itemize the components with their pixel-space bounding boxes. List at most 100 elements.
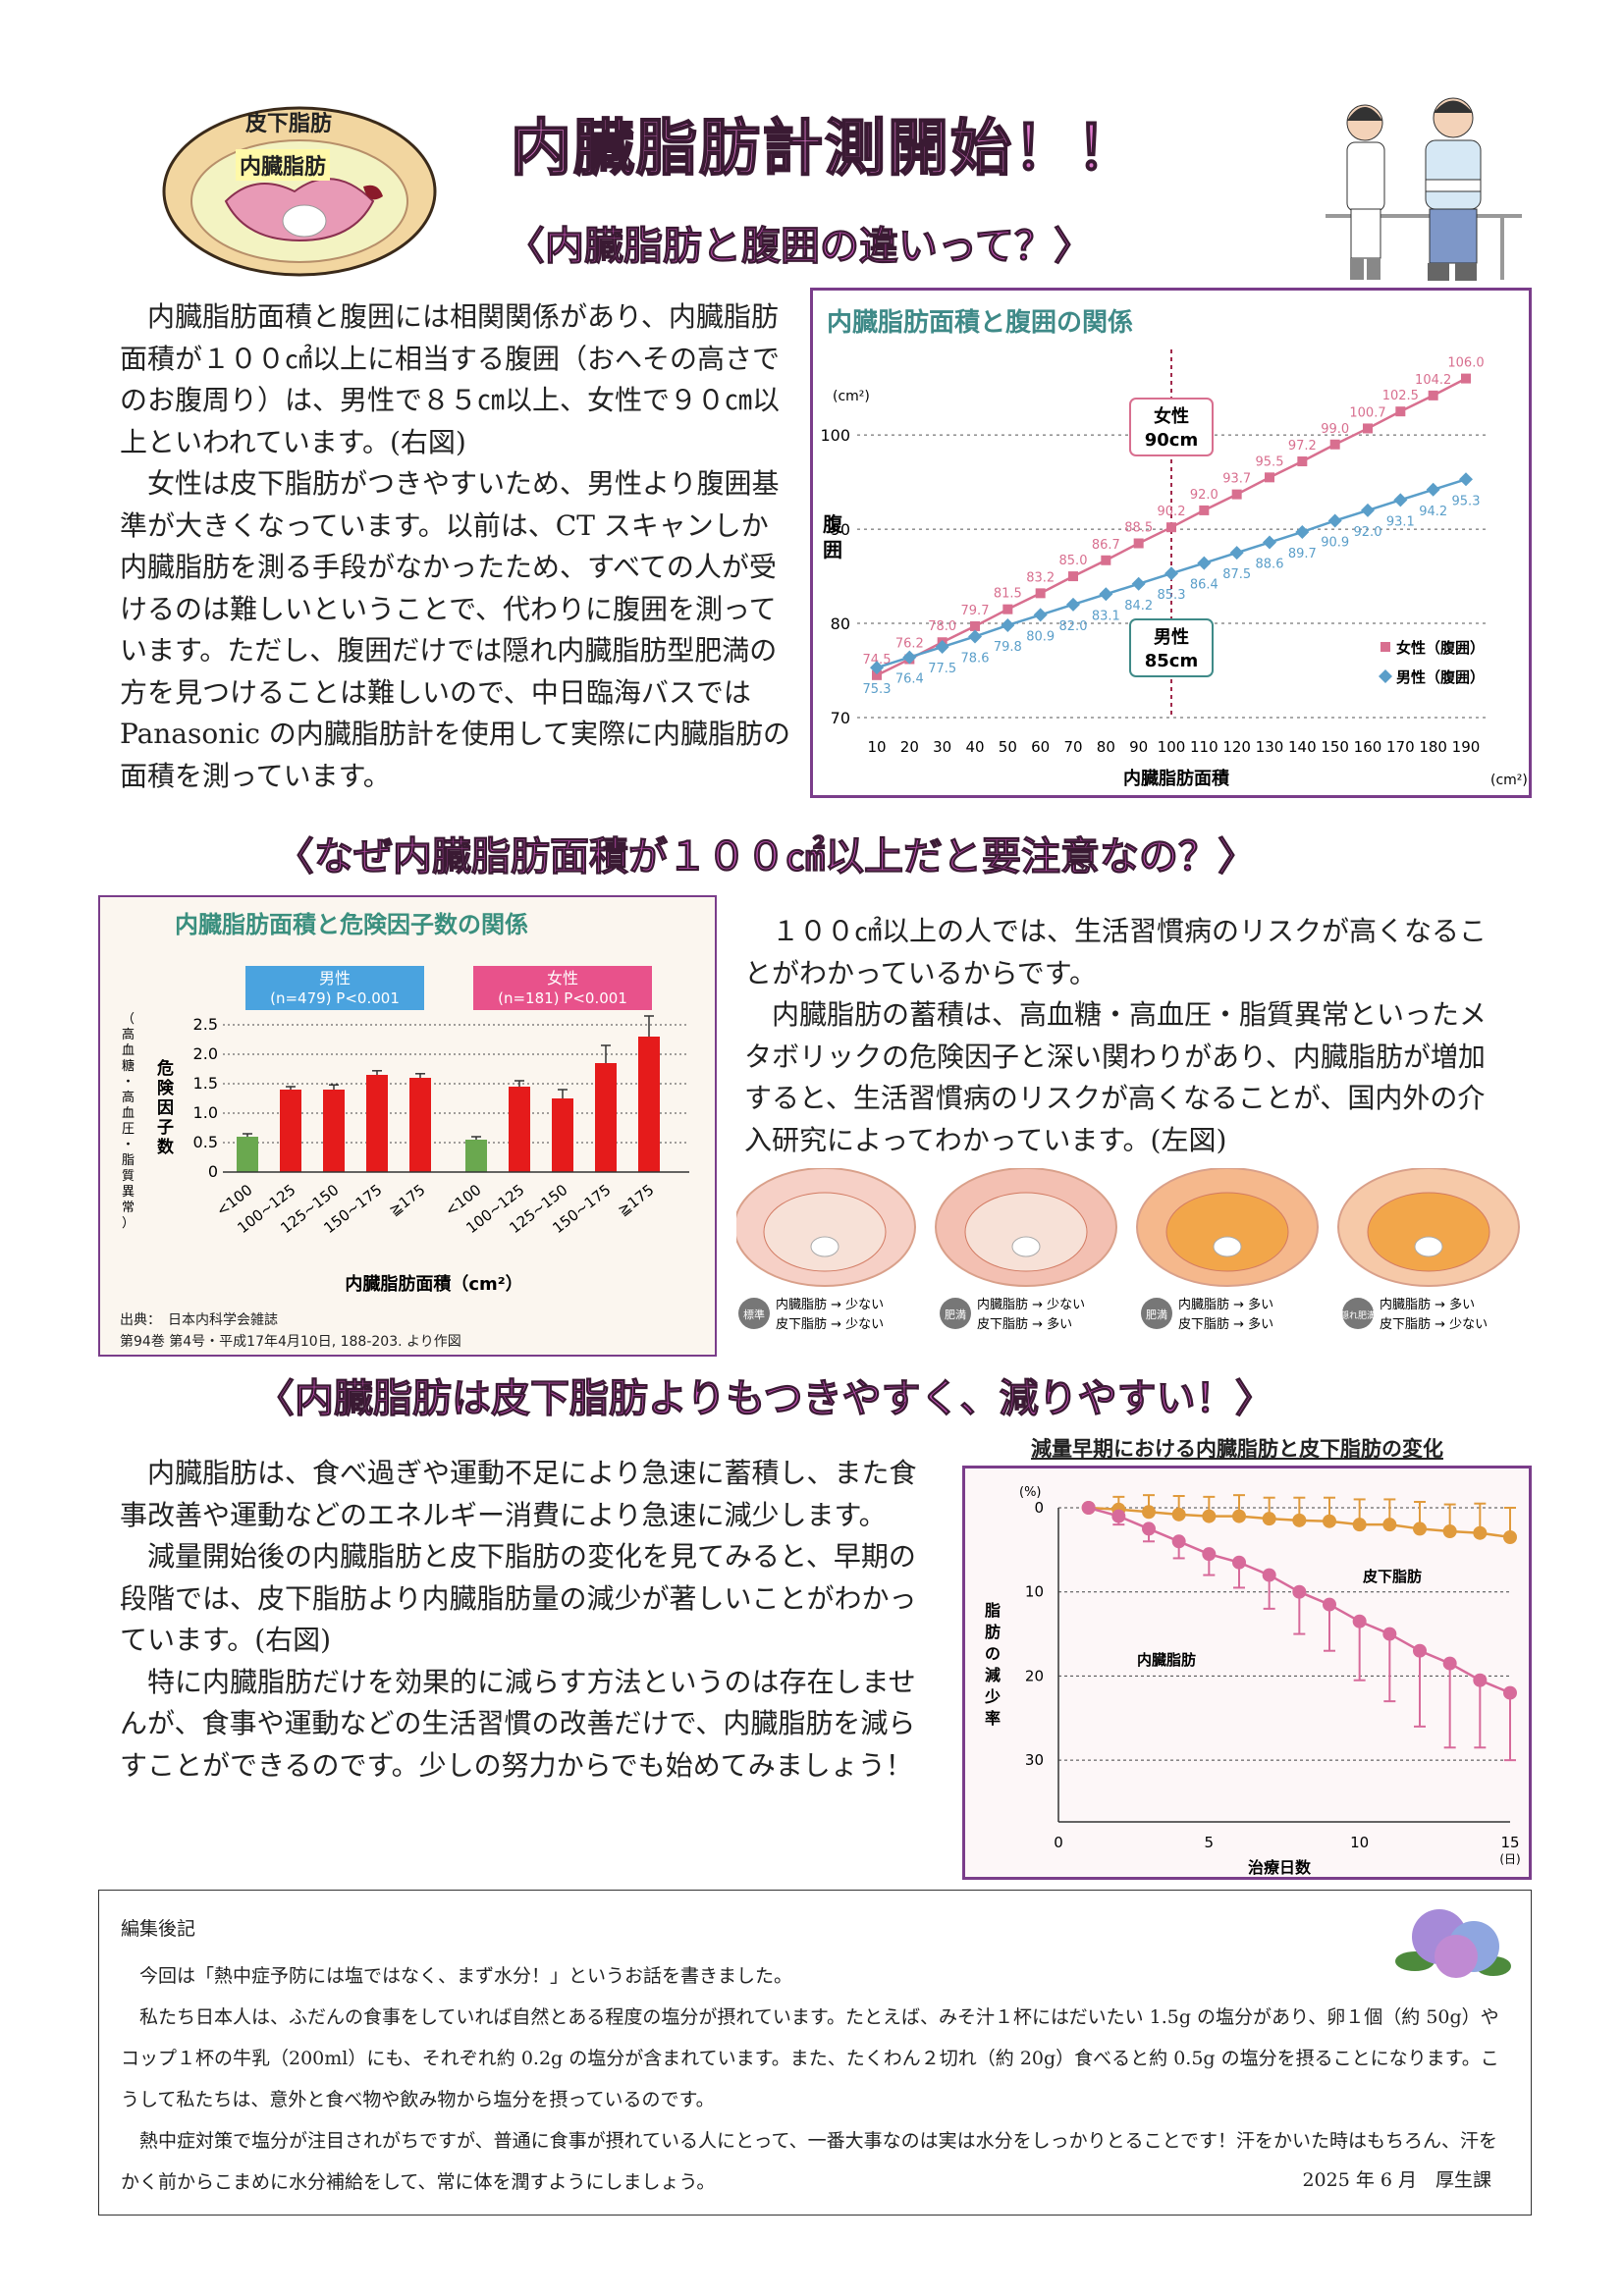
chart2-y-tick-label: 1.0 [193, 1103, 218, 1122]
page-title: 内臓脂肪計測開始！！ [510, 111, 1140, 185]
chart2-y-axis-sub: 糖 [122, 1058, 135, 1074]
section1-paragraph: 女性は皮下脂肪がつきやすいため、男性より腹囲基準が大きくなっています。以前は、C… [120, 467, 790, 792]
cross-section-spine [1011, 1236, 1041, 1257]
chart1-point [970, 620, 980, 631]
chart1-point [902, 650, 917, 665]
chart1-x-tick-label: 150 [1321, 738, 1349, 756]
chart1-x-tick-label: 90 [1129, 738, 1148, 756]
chart1-data-label: 78.0 [928, 619, 956, 634]
chart1-data-label: 95.5 [1256, 454, 1284, 469]
chart3-point [1503, 1530, 1517, 1544]
chart2-y-axis-label: 険 [157, 1078, 175, 1098]
chart1-x-tick-label: 10 [867, 738, 886, 756]
chart1-data-label: 92.0 [1190, 488, 1218, 503]
chart3-y-axis-label: の [985, 1644, 1001, 1663]
chart1-point [1231, 489, 1242, 500]
chart1-data-label: 83.2 [1026, 570, 1055, 585]
chart1-x-tick-label: 140 [1288, 738, 1317, 756]
chart3-y-axis-label: 率 [985, 1709, 1001, 1728]
chart3-point [1382, 1518, 1397, 1532]
postscript-signature: 2025 年 6 月 厚生課 [1302, 2169, 1491, 2191]
chart3-point [1413, 1522, 1427, 1536]
chart1-point [1035, 588, 1046, 599]
chart1-y-axis-label: 腹 [823, 512, 843, 536]
chart1-title: 内臓脂肪面積と腹囲の関係 [827, 308, 1134, 338]
chart2-x-axis-label: 内臓脂肪面積（cm²） [345, 1273, 522, 1295]
chart1-callout-male: 85cm [1145, 651, 1198, 671]
chart1-data-label: 100.7 [1349, 405, 1385, 420]
chart1-point [870, 661, 884, 675]
chart3-point [1292, 1584, 1307, 1599]
chart3-series-label: 内臓脂肪 [1137, 1651, 1196, 1669]
chart1-data-label: 90.2 [1158, 505, 1186, 519]
chart1-point [1295, 524, 1310, 539]
chart2-bar [323, 1090, 345, 1172]
chart1-y-tick-label: 80 [831, 614, 850, 633]
chart3-point [1473, 1525, 1488, 1540]
chart1-x-tick-label: 60 [1031, 738, 1050, 756]
chart2-y-tick-label: 0.5 [193, 1133, 218, 1151]
chart2-female-n: (n=181) P<0.001 [498, 989, 627, 1007]
chart1-x-tick-label: 160 [1354, 738, 1382, 756]
chart1-x-tick-label: 130 [1256, 738, 1284, 756]
chart3-point [1142, 1505, 1156, 1520]
chart1-data-label: 75.3 [863, 682, 892, 697]
chart3-point [1232, 1555, 1246, 1570]
cross-section-badge [940, 1298, 971, 1329]
chart3-point [1352, 1518, 1367, 1532]
chart3-point [1442, 1656, 1457, 1671]
chart2-y-tick-label: 1.5 [193, 1074, 218, 1093]
chart1-data-label: 77.5 [928, 662, 956, 676]
chart3-point [1262, 1568, 1276, 1582]
chart3-point [1262, 1512, 1276, 1526]
cross-section-badge-label: 肥満 [945, 1308, 966, 1321]
chart1-point [1327, 513, 1342, 528]
section2-paragraph: １００㎠以上の人では、生活習慣病のリスクが高くなることがわかっているからです。 [744, 915, 1488, 989]
label-subcutaneous-fat: 皮下脂肪 [245, 112, 333, 136]
chart1-point [1068, 571, 1078, 582]
section3-paragraph: 特に内臓脂肪だけを効果的に減らす方法というのは存在しませんが、食事や運動などの生… [120, 1665, 916, 1782]
chart1-point [1166, 522, 1176, 533]
chart2-male-badge [245, 966, 424, 1010]
chart3-point [1142, 1522, 1156, 1536]
chart1-data-label: 86.7 [1092, 538, 1120, 553]
cross-section-line1: 内臓脂肪 → 多い [1380, 1297, 1475, 1312]
chart2-y-axis-sub: ） [122, 1216, 135, 1231]
chart1-x-tick-label: 30 [933, 738, 951, 756]
cross-section-badge-label: 肥満 [1146, 1308, 1167, 1321]
chart1-data-label: 104.2 [1415, 373, 1451, 388]
chart1-point [1363, 423, 1373, 434]
chart1-data-label: 90.9 [1321, 535, 1349, 550]
chart3-y-axis-label: 減 [985, 1666, 1001, 1684]
chart2-y-axis-sub: 高 [122, 1090, 135, 1105]
chart2-y-axis-sub: 高 [122, 1027, 135, 1042]
chart3-y-tick-label: 10 [1025, 1583, 1044, 1601]
chart3-y-axis-label: 肪 [985, 1623, 1001, 1641]
chart1-data-label: 78.6 [961, 651, 990, 666]
chart1-data-label: 83.1 [1092, 609, 1120, 623]
chart3-point [1232, 1509, 1246, 1523]
chart1-data-label: 87.5 [1222, 567, 1251, 582]
chart1-data-label: 82.0 [1059, 619, 1088, 634]
cross-section-line1: 内臓脂肪 → 多い [1178, 1297, 1273, 1312]
chart2-y-axis-sub: ・ [122, 1138, 135, 1152]
postscript-paragraph: 私たち日本人は、ふだんの食事をしていれば自然とある程度の塩分が摂れています。たと… [121, 2006, 1499, 2110]
chart3-point [1171, 1507, 1186, 1522]
chart2-title: 内臓脂肪面積と危険因子数の関係 [175, 911, 528, 938]
chart1-callout-female: 女性 [1154, 405, 1189, 427]
chart1-x-tick-label: 80 [1097, 738, 1115, 756]
chart3-point [1323, 1597, 1336, 1612]
chart1-y-axis-label: 囲 [823, 538, 842, 561]
chart1-data-label: 88.6 [1256, 558, 1284, 572]
section1-text: 内臓脂肪面積と腹囲には相関関係があり、内臓脂肪面積が１００㎠以上に相当する腹囲（… [120, 296, 795, 797]
chart2-bar [237, 1137, 258, 1172]
chart1-data-label: 79.8 [994, 640, 1022, 655]
cross-section-spine [1414, 1236, 1443, 1257]
chart2-male-n: (n=479) P<0.001 [270, 989, 400, 1007]
chart1-point [1265, 472, 1274, 483]
cross-section-line1: 内臓脂肪 → 少ない [977, 1297, 1085, 1312]
chart2-y-axis-label: 子 [157, 1118, 174, 1138]
chart1-legend-swatch [1380, 642, 1390, 652]
chart1-data-label: 80.9 [1026, 629, 1055, 644]
